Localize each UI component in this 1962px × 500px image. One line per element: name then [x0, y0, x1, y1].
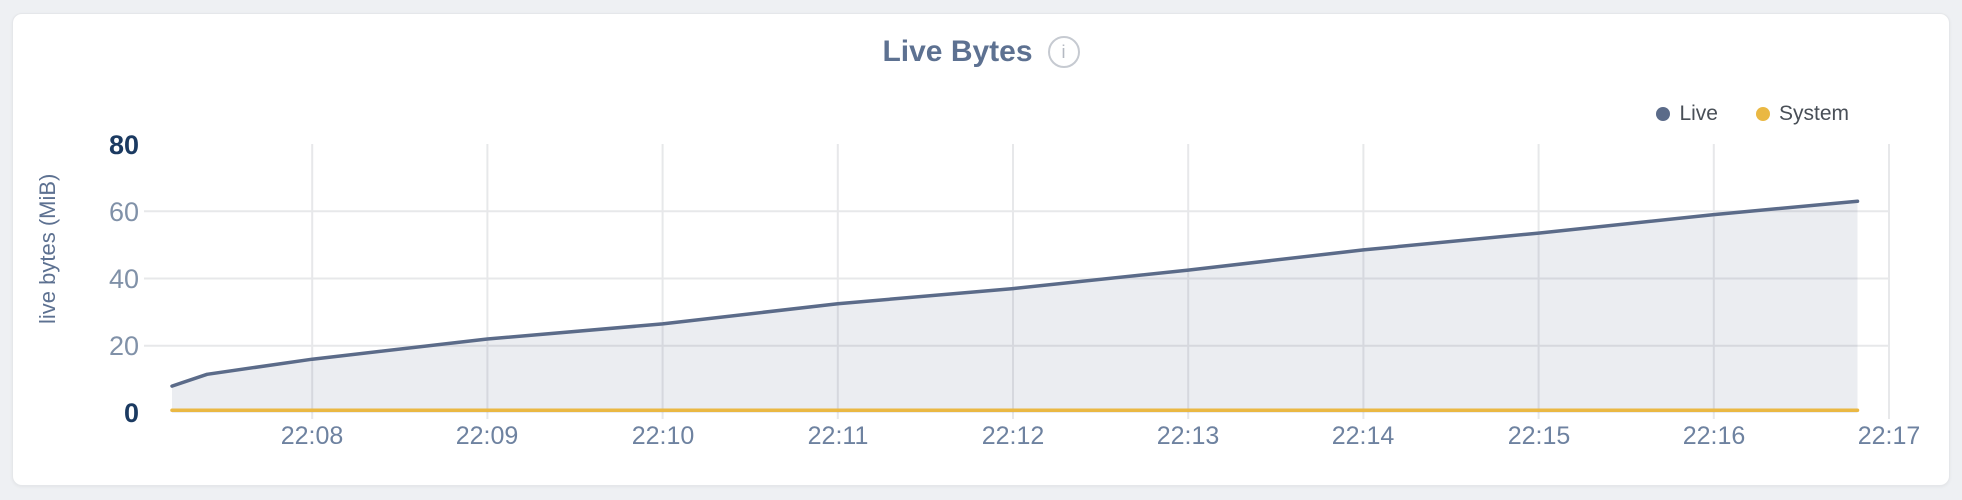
chart-title: Live Bytes [882, 35, 1033, 68]
x-tick-2215: 22:15 [1507, 422, 1571, 450]
y-tick-60: 60 [108, 197, 139, 227]
x-tick-2208: 22:08 [280, 422, 344, 450]
x-tick-2210: 22:10 [631, 422, 695, 450]
x-tick-2216: 22:16 [1682, 422, 1746, 450]
live-series-dot-icon [1656, 107, 1671, 121]
y-tick-40: 40 [108, 264, 139, 294]
system-series-dot-icon [1755, 107, 1770, 121]
legend-label-live: Live [1679, 102, 1718, 125]
live-series-line [170, 199, 1860, 388]
chart-card: Live Bytes i Live System live bytes (MiB… [12, 13, 1950, 486]
y-tick-80: 80 [108, 130, 139, 160]
x-tick-2214: 22:14 [1331, 422, 1395, 450]
live-series-area [172, 201, 1858, 413]
x-tick-2213: 22:13 [1156, 422, 1220, 450]
chart-header: Live Bytes i [13, 34, 1949, 70]
info-icon[interactable]: i [1047, 36, 1080, 68]
x-tick-2209: 22:09 [455, 422, 519, 450]
plot-area [144, 144, 1890, 419]
y-tick-20: 20 [108, 331, 139, 361]
legend-label-system: System [1778, 102, 1849, 125]
y-tick-0: 0 [123, 398, 139, 428]
legend-item-live[interactable]: Live [1656, 102, 1718, 126]
x-tick-2217: 22:17 [1857, 422, 1921, 450]
legend: Live System [1656, 102, 1849, 126]
x-tick-2212: 22:12 [981, 422, 1045, 450]
y-axis-title: live bytes (MiB) [35, 173, 60, 325]
x-tick-2211: 22:11 [807, 422, 869, 450]
legend-item-system[interactable]: System [1755, 102, 1849, 126]
